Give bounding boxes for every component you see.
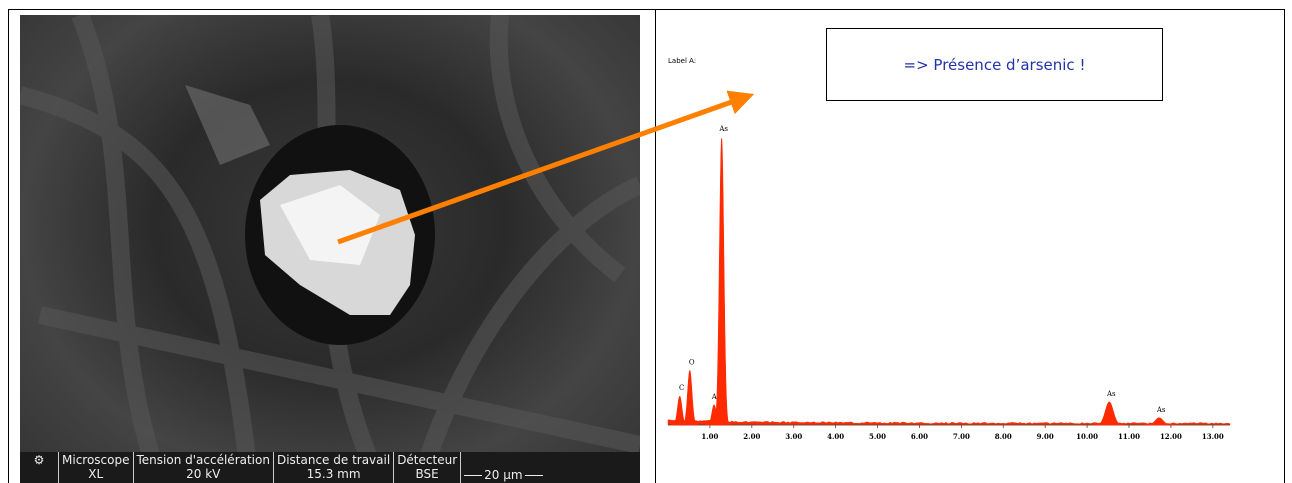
x-tick-label: 7.00 <box>953 432 970 441</box>
peak <box>713 138 731 425</box>
baseline-noise <box>668 420 1230 425</box>
peak-label: As <box>718 125 728 133</box>
x-tick-label: 4.00 <box>827 432 844 441</box>
x-tick-label: 5.00 <box>869 432 886 441</box>
x-tick-label: 12.00 <box>1160 432 1182 441</box>
peak-label: As <box>1106 390 1116 398</box>
x-tick-label: 10.00 <box>1076 432 1098 441</box>
x-tick-label: 2.00 <box>743 432 760 441</box>
x-tick-label: 9.00 <box>1037 432 1054 441</box>
callout: => Présence d’arsenic ! <box>826 28 1163 101</box>
peak <box>681 371 699 425</box>
x-tick-label: 1.00 <box>701 432 718 441</box>
x-tick-label: 3.00 <box>785 432 802 441</box>
peak-label: O <box>689 358 695 366</box>
peak-label: As <box>1156 406 1166 414</box>
x-tick-label: 6.00 <box>911 432 928 441</box>
peak <box>1093 402 1125 425</box>
x-tick-label: 11.00 <box>1118 432 1140 441</box>
x-tick-label: 8.00 <box>995 432 1012 441</box>
peak-label: C <box>679 384 684 392</box>
x-tick-label: 13.00 <box>1202 432 1224 441</box>
